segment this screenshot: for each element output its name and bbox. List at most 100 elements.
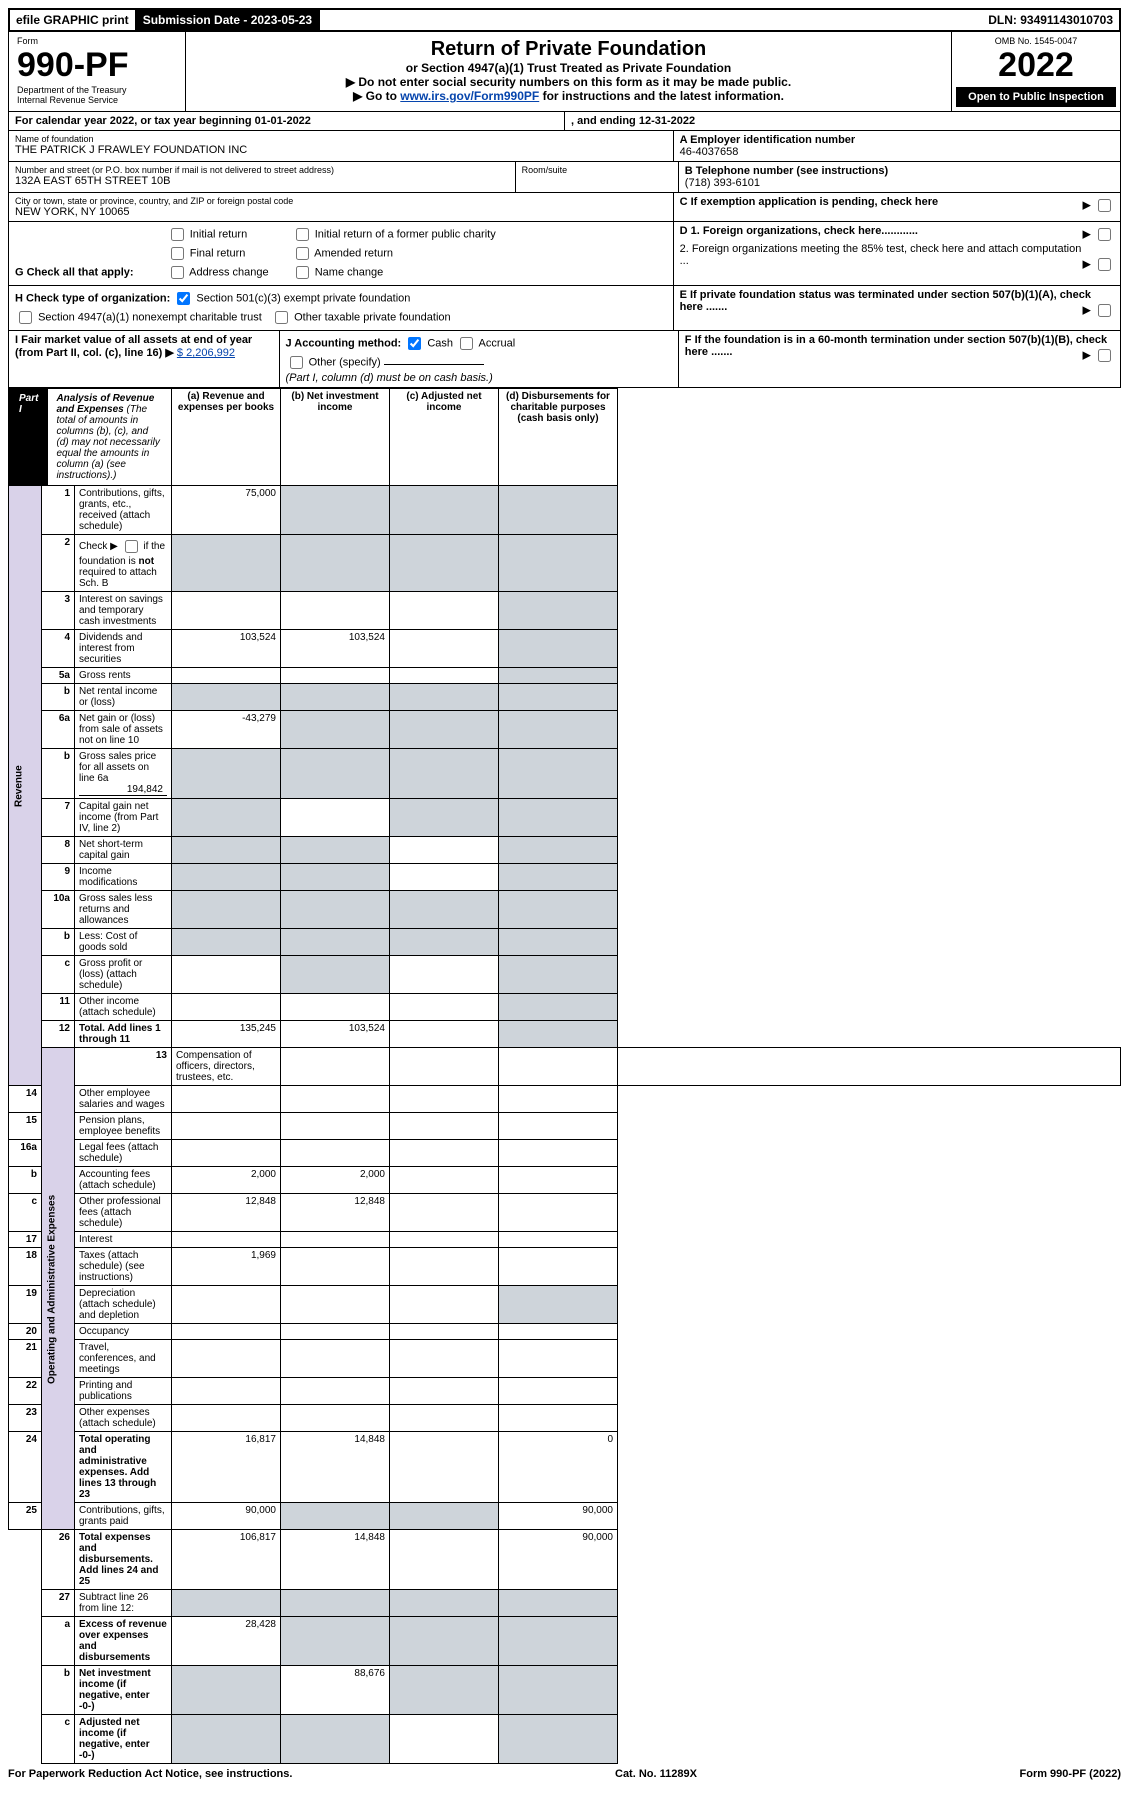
line-25-no: 25 xyxy=(9,1503,42,1530)
line-27a-no: a xyxy=(42,1617,75,1666)
fmv-link[interactable]: $ 2,206,992 xyxy=(177,347,235,359)
d1-checkbox[interactable] xyxy=(1098,228,1111,241)
ein-value: 46-4037658 xyxy=(680,146,1114,158)
other-method-check[interactable] xyxy=(290,356,303,369)
line-16c-no: c xyxy=(9,1194,42,1232)
schb-check[interactable] xyxy=(125,540,138,553)
c-checkbox[interactable] xyxy=(1098,199,1111,212)
cash-check[interactable] xyxy=(408,337,421,350)
line-6b-val: 194,842 xyxy=(79,784,167,796)
part1-table: Part I Analysis of Revenue and Expenses … xyxy=(8,388,1121,1764)
irs-link[interactable]: www.irs.gov/Form990PF xyxy=(400,89,539,103)
form-subtitle: or Section 4947(a)(1) Trust Treated as P… xyxy=(192,61,945,75)
line-16c-a: 12,848 xyxy=(172,1194,281,1232)
d2-checkbox[interactable] xyxy=(1098,258,1111,271)
other-taxable-label: Other taxable private foundation xyxy=(294,311,451,323)
line-13-no: 13 xyxy=(75,1048,172,1086)
line-10c-no: c xyxy=(42,956,75,994)
d1-label: D 1. Foreign organizations, check here..… xyxy=(680,225,918,237)
line-14-no: 14 xyxy=(9,1086,42,1113)
line-9-desc: Income modifications xyxy=(75,864,172,891)
ein-label: A Employer identification number xyxy=(680,134,1114,146)
d2-label: 2. Foreign organizations meeting the 85%… xyxy=(680,243,1082,267)
line-26-b: 14,848 xyxy=(281,1530,390,1590)
line-8-desc: Net short-term capital gain xyxy=(75,837,172,864)
line-15-no: 15 xyxy=(9,1113,42,1140)
line-21-desc: Travel, conferences, and meetings xyxy=(75,1340,172,1378)
j-label: J Accounting method: xyxy=(286,337,402,349)
top-bar: efile GRAPHIC print Submission Date - 20… xyxy=(8,8,1121,32)
revenue-section-label: Revenue xyxy=(9,486,42,1086)
col-a-header: (a) Revenue and expenses per books xyxy=(172,389,281,486)
line-12-no: 12 xyxy=(42,1021,75,1048)
submission-date: Submission Date - 2023-05-23 xyxy=(137,10,320,30)
address-change-check[interactable] xyxy=(171,266,184,279)
line-17-desc: Interest xyxy=(75,1232,172,1248)
line-17-no: 17 xyxy=(9,1232,42,1248)
501c3-label: Section 501(c)(3) exempt private foundat… xyxy=(196,292,410,304)
line-10a-desc: Gross sales less returns and allowances xyxy=(75,891,172,929)
line-3-desc: Interest on savings and temporary cash i… xyxy=(75,592,172,630)
footer: For Paperwork Reduction Act Notice, see … xyxy=(8,1764,1121,1780)
501c3-check[interactable] xyxy=(177,292,190,305)
cash-label: Cash xyxy=(427,337,453,349)
line-1-a: 75,000 xyxy=(172,486,281,535)
line-1-no: 1 xyxy=(42,486,75,535)
line-20-no: 20 xyxy=(9,1324,42,1340)
line-4-a: 103,524 xyxy=(172,630,281,668)
line-27c-desc: Adjusted net income (if negative, enter … xyxy=(75,1715,172,1764)
line-23-desc: Other expenses (attach schedule) xyxy=(75,1405,172,1432)
line-18-no: 18 xyxy=(9,1248,42,1286)
line-18-a: 1,969 xyxy=(172,1248,281,1286)
efile-print-label[interactable]: efile GRAPHIC print xyxy=(10,10,137,30)
amended-return-check[interactable] xyxy=(296,247,309,260)
line-24-d: 0 xyxy=(499,1432,618,1503)
addr-label: Number and street (or P.O. box number if… xyxy=(15,165,509,175)
line-10a-no: 10a xyxy=(42,891,75,929)
line-27a-a: 28,428 xyxy=(172,1617,281,1666)
other-taxable-check[interactable] xyxy=(275,311,288,324)
line-16b-no: b xyxy=(9,1167,42,1194)
final-return-check[interactable] xyxy=(171,247,184,260)
line-11-desc: Other income (attach schedule) xyxy=(75,994,172,1021)
line-11-no: 11 xyxy=(42,994,75,1021)
line-23-no: 23 xyxy=(9,1405,42,1432)
4947-check[interactable] xyxy=(19,311,32,324)
initial-public-charity-check[interactable] xyxy=(296,228,309,241)
line-4-desc: Dividends and interest from securities xyxy=(75,630,172,668)
line-21-no: 21 xyxy=(9,1340,42,1378)
initial-return-check[interactable] xyxy=(171,228,184,241)
line-7-no: 7 xyxy=(42,799,75,837)
line-5b-no: b xyxy=(42,684,75,711)
street-address: 132A EAST 65TH STREET 10B xyxy=(15,175,509,187)
amended-return-label: Amended return xyxy=(314,247,393,259)
f-checkbox[interactable] xyxy=(1098,349,1111,362)
telephone: (718) 393-6101 xyxy=(685,177,1114,189)
col-b-header: (b) Net investment income xyxy=(281,389,390,486)
open-public-label: Open to Public Inspection xyxy=(956,87,1116,107)
ssn-note: ▶ Do not enter social security numbers o… xyxy=(192,75,945,89)
col-c-header: (c) Adjusted net income xyxy=(390,389,499,486)
name-change-check[interactable] xyxy=(296,266,309,279)
line-24-no: 24 xyxy=(9,1432,42,1503)
line-5a-desc: Gross rents xyxy=(75,668,172,684)
e-checkbox[interactable] xyxy=(1098,304,1111,317)
dept-label: Department of the Treasury xyxy=(17,85,177,95)
line-6a-a: -43,279 xyxy=(172,711,281,749)
line-12-b: 103,524 xyxy=(281,1021,390,1048)
line-6b-desc: Gross sales price for all assets on line… xyxy=(79,751,156,784)
g-label: G Check all that apply: xyxy=(15,266,134,278)
line-4-no: 4 xyxy=(42,630,75,668)
line-16c-desc: Other professional fees (attach schedule… xyxy=(75,1194,172,1232)
line-2-no: 2 xyxy=(42,535,75,592)
accrual-check[interactable] xyxy=(460,337,473,350)
line-6a-desc: Net gain or (loss) from sale of assets n… xyxy=(75,711,172,749)
form-title: Return of Private Foundation xyxy=(192,38,945,61)
line-5a-no: 5a xyxy=(42,668,75,684)
line-16a-no: 16a xyxy=(9,1140,42,1167)
line-12-desc: Total. Add lines 1 through 11 xyxy=(75,1021,172,1048)
line-26-d: 90,000 xyxy=(499,1530,618,1590)
line-19-desc: Depreciation (attach schedule) and deple… xyxy=(75,1286,172,1324)
cal-begin: For calendar year 2022, or tax year begi… xyxy=(15,115,311,127)
line-6b-no: b xyxy=(42,749,75,799)
